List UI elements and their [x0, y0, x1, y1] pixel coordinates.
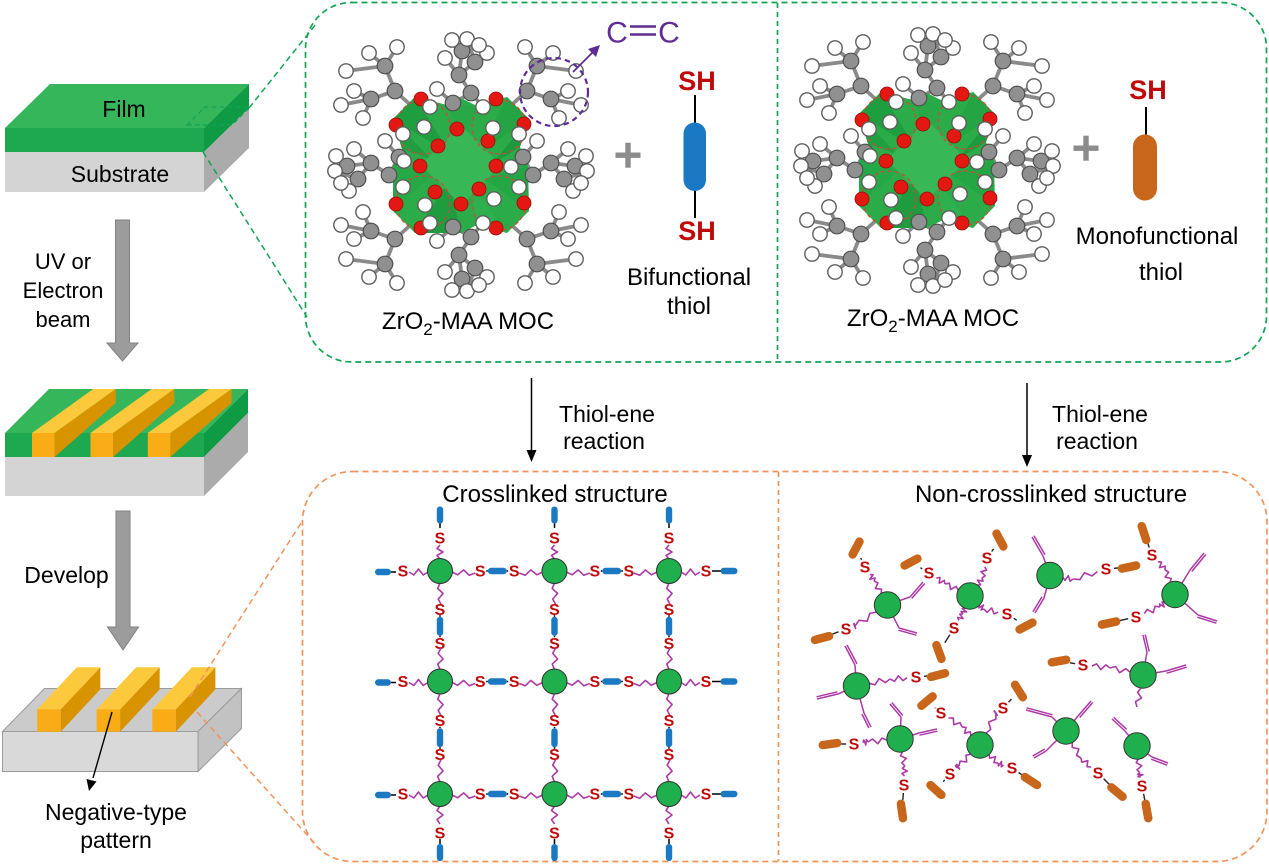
svg-text:S: S [998, 701, 1009, 718]
svg-text:reaction: reaction [1056, 428, 1138, 454]
svg-text:Develop: Develop [24, 562, 108, 588]
svg-text:reaction: reaction [563, 428, 645, 454]
svg-text:Electron: Electron [23, 278, 104, 303]
svg-text:S: S [589, 787, 600, 804]
svg-text:S: S [398, 564, 409, 581]
svg-text:thiol: thiol [667, 293, 711, 320]
svg-text:S: S [1078, 658, 1089, 675]
svg-text:Negative-type: Negative-type [45, 799, 187, 825]
svg-text:S: S [549, 826, 560, 843]
svg-text:S: S [509, 787, 520, 804]
svg-text:UV or: UV or [35, 249, 91, 274]
svg-text:Film: Film [102, 96, 145, 122]
svg-text:S: S [982, 551, 993, 568]
svg-text:S: S [1131, 610, 1142, 627]
svg-text:Substrate: Substrate [71, 161, 169, 187]
svg-text:S: S [475, 787, 486, 804]
svg-text:S: S [664, 531, 675, 548]
svg-text:S: S [589, 674, 600, 691]
svg-text:Thiol-ene: Thiol-ene [559, 401, 655, 427]
svg-text:S: S [435, 531, 446, 548]
svg-text:S: S [435, 602, 446, 619]
svg-text:S: S [1002, 607, 1013, 624]
svg-text:S: S [899, 778, 910, 795]
svg-text:pattern: pattern [80, 827, 152, 853]
svg-text:Crosslinked structure: Crosslinked structure [442, 481, 667, 508]
svg-text:S: S [911, 670, 922, 687]
svg-text:S: S [1093, 766, 1104, 783]
svg-text:S: S [475, 674, 486, 691]
svg-text:S: S [701, 787, 712, 804]
svg-text:S: S [949, 621, 960, 638]
svg-text:S: S [623, 674, 634, 691]
svg-text:S: S [589, 564, 600, 581]
svg-text:S: S [509, 564, 520, 581]
svg-text:S: S [475, 564, 486, 581]
svg-text:S: S [509, 674, 520, 691]
svg-text:SH: SH [678, 66, 716, 96]
svg-text:S: S [860, 560, 871, 577]
svg-text:S: S [398, 674, 409, 691]
svg-text:S: S [549, 531, 560, 548]
svg-text:S: S [936, 706, 947, 723]
svg-text:S: S [549, 747, 560, 764]
svg-text:S: S [549, 713, 560, 730]
svg-text:S: S [623, 787, 634, 804]
svg-text:S: S [701, 674, 712, 691]
svg-text:ZrO2-MAA MOC: ZrO2-MAA MOC [382, 308, 554, 339]
svg-text:S: S [435, 713, 446, 730]
svg-text:Non-crosslinked structure: Non-crosslinked structure [915, 481, 1187, 508]
svg-text:S: S [435, 636, 446, 653]
svg-text:S: S [849, 737, 860, 754]
svg-text:S: S [924, 566, 935, 583]
svg-text:S: S [1147, 548, 1158, 565]
svg-text:Monofunctional: Monofunctional [1076, 223, 1239, 250]
svg-text:S: S [435, 747, 446, 764]
svg-text:C: C [606, 17, 628, 50]
svg-text:S: S [664, 747, 675, 764]
svg-text:S: S [435, 826, 446, 843]
svg-text:C: C [658, 17, 680, 50]
svg-text:S: S [1007, 761, 1018, 778]
svg-text:S: S [1137, 779, 1148, 796]
svg-text:S: S [623, 564, 634, 581]
svg-text:S: S [664, 826, 675, 843]
svg-text:thiol: thiol [1139, 259, 1183, 286]
svg-text:S: S [398, 787, 409, 804]
svg-text:ZrO2-MAA MOC: ZrO2-MAA MOC [847, 305, 1019, 336]
svg-text:Bifunctional: Bifunctional [627, 264, 751, 291]
svg-text:SH: SH [678, 216, 716, 246]
svg-text:S: S [664, 636, 675, 653]
svg-text:S: S [549, 636, 560, 653]
svg-text:S: S [841, 622, 852, 639]
svg-text:S: S [701, 564, 712, 581]
svg-text:S: S [945, 767, 956, 784]
svg-text:SH: SH [1129, 75, 1167, 105]
svg-text:S: S [549, 602, 560, 619]
svg-text:S: S [664, 602, 675, 619]
svg-text:beam: beam [35, 307, 90, 332]
svg-text:S: S [1101, 562, 1112, 579]
svg-text:S: S [664, 713, 675, 730]
svg-text:Thiol-ene: Thiol-ene [1052, 401, 1148, 427]
